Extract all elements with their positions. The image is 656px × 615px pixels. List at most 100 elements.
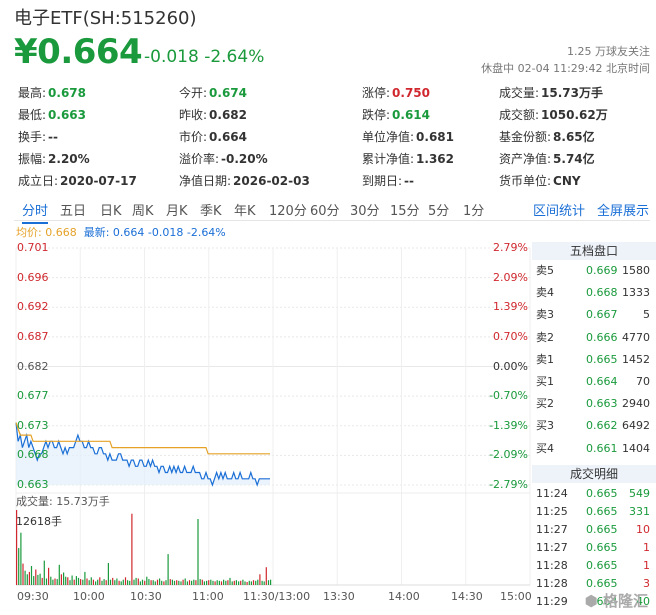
range-stats-link[interactable]: 区间统计 <box>533 204 586 219</box>
volume-bar <box>154 581 156 585</box>
stat-item: 净值日期: 2026-02-03 <box>179 172 310 189</box>
volume-bar <box>146 576 148 585</box>
volume-bar <box>216 580 218 585</box>
y-pct-label: -1.39% <box>489 418 528 432</box>
stat-label: 成交额: <box>499 108 540 122</box>
tab-3[interactable]: 周K <box>132 204 154 219</box>
trade-time: 11:27 <box>536 541 568 554</box>
trade-price: 0.665 <box>586 487 618 500</box>
orderbook-vol: 1404 <box>622 441 650 455</box>
stat-item: 市价: 0.664 <box>179 128 247 145</box>
stat-value: 1.362 <box>416 152 455 166</box>
stat-label: 累计净值: <box>362 152 415 166</box>
orderbook-vol: 1452 <box>622 352 650 366</box>
stat-label: 跌停: <box>362 108 391 122</box>
orderbook-label: 卖2 <box>536 330 554 344</box>
volume-bar <box>37 574 39 585</box>
stat-label: 货币单位: <box>499 174 552 188</box>
tab-10[interactable]: 15分 <box>390 204 420 219</box>
trade-vol: 1 <box>643 559 650 572</box>
y-tick-label: 0.701 <box>17 241 49 254</box>
volume-bar <box>227 580 229 585</box>
volume-bar <box>259 574 261 585</box>
volume-bar <box>238 581 240 585</box>
tab-1[interactable]: 五日 <box>60 204 87 219</box>
volume-bar <box>195 580 197 585</box>
x-tick-label: 14:00 <box>388 590 420 603</box>
volume-bar <box>16 510 18 585</box>
tab-7[interactable]: 120分 <box>269 204 307 219</box>
tab-12[interactable]: 1分 <box>463 204 485 219</box>
volume-bar <box>212 580 214 585</box>
volume-bar <box>90 577 92 585</box>
volume-bar <box>48 567 50 585</box>
stat-value: 0.674 <box>209 86 248 100</box>
volume-bar <box>80 579 82 585</box>
stat-value: 0.663 <box>48 108 87 122</box>
orderbook-price: 0.669 <box>586 264 618 277</box>
y-tick-label: 0.682 <box>17 359 49 373</box>
volume-bar <box>165 580 167 585</box>
tab-6[interactable]: 年K <box>234 204 256 219</box>
stat-item: 最高: 0.678 <box>18 84 86 101</box>
y-pct-label: 0.70% <box>493 329 528 343</box>
stat-item: 换手: -- <box>18 128 58 145</box>
volume-bar <box>24 570 26 585</box>
stat-value: 0.750 <box>392 86 431 100</box>
volume-bar <box>139 581 141 585</box>
orderbook-label: 卖5 <box>536 264 554 277</box>
x-tick-label: 15:00 <box>500 590 532 603</box>
stat-item: 振幅: 2.20% <box>18 150 90 167</box>
volume-bar <box>182 579 184 585</box>
volume-bar <box>186 581 188 585</box>
tab-2[interactable]: 日K <box>100 204 122 219</box>
stat-item: 累计净值: 1.362 <box>362 150 454 167</box>
trade-row: 11:28 0.665 3 <box>532 575 656 593</box>
tab-4[interactable]: 月K <box>166 204 188 219</box>
orderbook-vol: 1333 <box>622 286 650 300</box>
y-pct-label: 1.39% <box>493 300 528 314</box>
tab-5[interactable]: 季K <box>200 204 222 219</box>
tab-9[interactable]: 30分 <box>350 204 380 219</box>
volume-bar <box>208 580 210 585</box>
current-price: ¥0.664 <box>14 32 143 72</box>
tab-8[interactable]: 60分 <box>310 204 340 219</box>
stat-label: 市价: <box>179 130 208 144</box>
fullscreen-link[interactable]: 全屏展示 <box>597 204 650 219</box>
volume-bar <box>69 580 71 585</box>
volume-bar <box>18 548 20 585</box>
orderbook-price: 0.662 <box>586 419 618 433</box>
trade-row: 11:25 0.665 331 <box>532 503 656 521</box>
volume-bar <box>120 581 122 585</box>
volume-bar <box>58 564 60 585</box>
volume-bar <box>67 577 69 585</box>
volume-bar <box>171 579 173 585</box>
orderbook-row: 卖5 0.669 1580 <box>532 260 656 282</box>
orderbook-row: 卖4 0.668 1333 <box>532 282 656 304</box>
trade-vol: 331 <box>629 505 650 518</box>
stat-value: 5.74亿 <box>553 152 595 166</box>
stat-label: 溢价率: <box>179 152 220 166</box>
volume-bar <box>163 581 165 585</box>
trade-row: 11:29 0.664 40 <box>532 593 656 611</box>
orderbook-price: 0.663 <box>586 397 618 411</box>
volume-bar <box>248 580 250 585</box>
volume-bar <box>214 581 216 585</box>
stat-item: 资产净值: 5.74亿 <box>499 150 595 167</box>
tab-0[interactable]: 分时 <box>22 200 49 224</box>
volume-bar <box>203 581 205 585</box>
stat-value: 0.678 <box>48 86 87 100</box>
tab-11[interactable]: 5分 <box>428 204 450 219</box>
orderbook-row: 买3 0.662 6492 <box>532 415 656 437</box>
stat-label: 资产净值: <box>499 152 552 166</box>
x-tick-label: 13:30 <box>323 590 355 603</box>
volume-bar <box>86 578 88 585</box>
y-tick-label: 0.692 <box>17 300 49 314</box>
volume-bar <box>97 579 99 585</box>
volume-bar <box>41 577 43 585</box>
trade-vol: 40 <box>636 595 650 608</box>
orderbook-price: 0.665 <box>586 352 618 366</box>
volume-bar <box>116 578 118 585</box>
volume-bar <box>201 579 203 585</box>
intraday-chart[interactable] <box>0 230 532 615</box>
